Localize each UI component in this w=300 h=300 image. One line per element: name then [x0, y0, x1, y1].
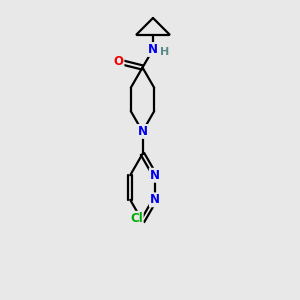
Text: N: N: [150, 193, 160, 206]
Text: Cl: Cl: [130, 212, 143, 225]
Text: N: N: [148, 43, 158, 56]
Text: H: H: [160, 47, 169, 57]
Text: O: O: [113, 55, 124, 68]
Text: N: N: [150, 169, 160, 182]
Text: N: N: [137, 125, 148, 138]
